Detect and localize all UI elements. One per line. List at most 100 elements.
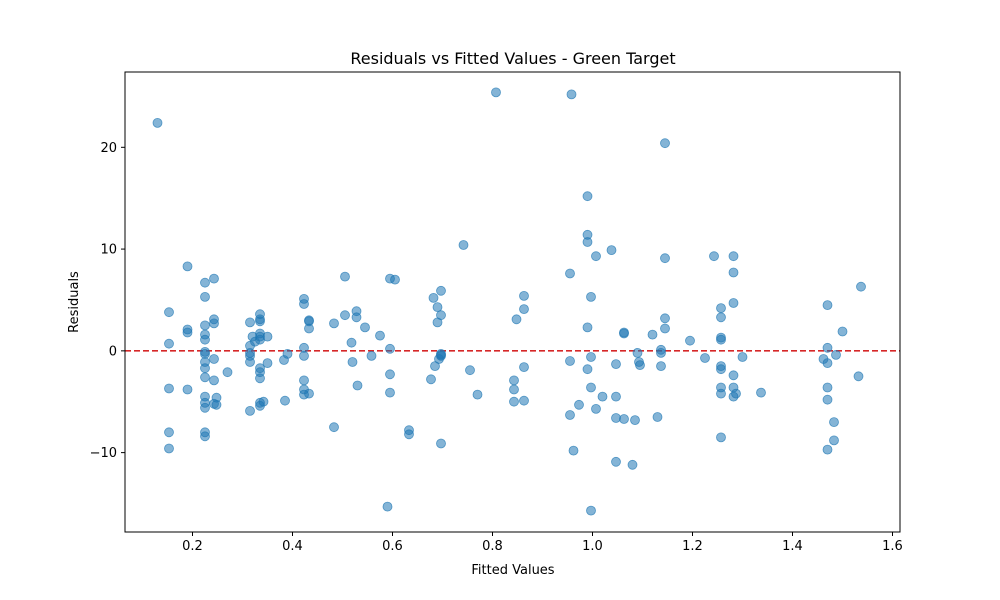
scatter-point [164,443,174,454]
scatter-point [591,251,601,262]
scatter-point [245,317,255,328]
scatter-point [209,273,219,284]
y-tick-label: 20 [100,141,117,156]
scatter-point [282,348,293,359]
scatter-point [822,358,833,369]
scatter-point [262,358,273,369]
scatter-point [582,191,593,202]
x-axis-label: Fitted Values [471,563,554,578]
scatter-point [209,354,219,364]
scatter-point [630,415,640,426]
scatter-point [829,417,839,428]
scatter-point [685,335,695,346]
scatter-point [627,459,638,470]
scatter-point [511,314,522,325]
scatter-point [164,338,174,349]
scatter-point [632,347,643,358]
scatter-point [436,285,446,296]
scatter-point [346,337,357,348]
scatter-point [611,456,621,467]
scatter-point [716,364,726,375]
scatter-point [299,342,309,353]
scatter-point [586,382,596,393]
scatter-point [385,343,395,354]
scatter-point [182,384,193,395]
scatter-point [182,327,193,338]
scatter-point [652,412,663,422]
scatter-point [565,356,575,366]
scatter-point [436,348,446,359]
y-tick-label: 0 [109,344,117,359]
scatter-point [606,245,617,256]
x-tick-label: 0.6 [382,539,403,554]
scatter-point [586,505,596,516]
scatter-point [458,240,469,250]
scatter-point [200,277,210,288]
x-tick-label: 0.4 [282,539,303,554]
scatter-point [304,388,314,399]
scatter-point [586,352,596,362]
x-tick-label: 1.0 [582,539,603,554]
scatter-point [340,310,350,321]
scatter-point [660,323,670,334]
y-tick-label: −10 [90,446,117,461]
scatter-point [728,267,739,278]
scatter-point [619,414,629,424]
scatter-point [519,395,529,406]
scatter-point [200,334,210,345]
scatter-point [822,342,833,353]
scatter-point [728,251,739,262]
scatter-point [716,334,726,345]
y-tick-label: 10 [100,243,117,258]
scatter-point [200,291,210,302]
scatter-point [829,435,839,446]
scatter-point [304,323,314,334]
scatter-point [611,359,621,370]
scatter-point [200,431,210,442]
scatter-point [385,369,395,380]
scatter-point [565,268,575,279]
scatter-point [164,383,174,394]
chart-title: Residuals vs Fitted Values - Green Targe… [350,49,675,68]
scatter-point [737,352,748,362]
scatter-point [385,387,395,398]
scatter-point [209,375,219,386]
scatter-point [255,316,265,327]
scatter-point [211,399,222,410]
scatter-point [822,394,833,405]
scatter-point [360,322,370,333]
scatter-point [660,138,670,149]
scatter-point [582,364,593,375]
scatter-point [822,382,833,393]
scatter-point [390,274,400,285]
scatter-point [329,318,339,329]
scatter-point [428,292,439,303]
scatter-point [519,304,529,315]
scatter-point [582,322,593,333]
scatter-point [660,253,670,264]
scatter-point [200,402,210,413]
scatter-point [280,395,290,406]
scatter-point [258,396,269,407]
scatter-point [340,271,350,282]
scatter-point [465,365,475,376]
scatter-point [716,388,726,399]
scatter-point [700,353,710,363]
scatter-point [635,360,645,371]
scatter-point [366,350,377,361]
scatter-point [822,444,833,455]
scatter-point [565,410,575,420]
scatter-point [853,371,864,382]
scatter-point [591,403,601,414]
scatter-point [574,399,584,410]
scatter-point [436,438,446,449]
scatter-point [351,312,362,323]
plot-frame [124,71,901,533]
plot-area [125,72,900,532]
scatter-point [255,373,265,384]
scatter-point [436,310,446,321]
scatter-point [432,302,443,313]
x-tick-label: 1.6 [882,539,903,554]
scatter-point [164,307,174,318]
